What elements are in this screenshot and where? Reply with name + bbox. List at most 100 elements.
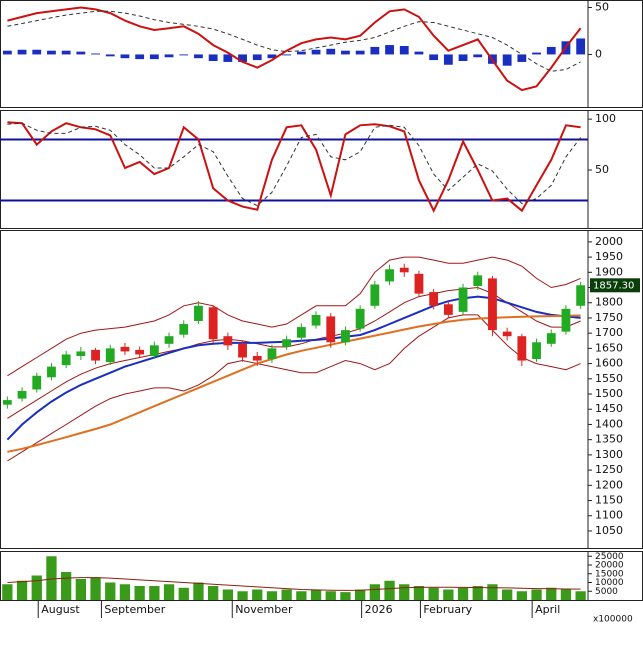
histogram-bar [120,54,130,59]
volume-bar [237,591,248,600]
volume-bar [457,587,469,600]
histogram-bar [2,50,12,55]
candle-body [61,354,71,366]
volume-bar [355,589,366,600]
series-line [7,577,581,591]
y-tick-label: 1650 [595,341,623,354]
volume-bar [2,584,13,600]
histogram-bar [282,54,292,56]
volume-bar [531,589,542,600]
volume-bar [281,589,292,600]
candle-body [267,348,277,360]
y-tick-label: 0 [595,47,602,60]
x-tick-label: 2026 [365,603,393,616]
candle-body [414,273,424,294]
candle-body [76,351,86,356]
volume-bar [296,591,307,600]
x-tick-label: February [423,603,472,616]
histogram-bar [149,54,159,60]
candle-body [561,308,571,332]
y-tick-label: 1050 [595,524,623,537]
candle-body [120,346,130,352]
candle-body [399,267,409,273]
histogram-bar [223,54,233,62]
x-tick-label: November [235,603,293,616]
histogram-bar [443,54,453,65]
candle-body [179,324,189,335]
series-line [7,286,581,419]
candle-body [385,269,394,282]
histogram-bar [399,45,409,55]
volume-bar [384,580,395,600]
volume-bar [119,584,131,600]
y-tick-label: 1450 [595,402,623,415]
candle-body [355,308,365,329]
x-tick-label: August [41,603,80,616]
y-tick-label: 2000 [595,235,623,248]
candle-body [282,339,292,347]
series-line [7,10,581,72]
y-tick-label: 10000 [595,578,624,588]
candle-body [135,349,145,355]
candle-body [91,349,100,361]
histogram-bar [385,45,394,55]
candle-body [2,400,12,405]
histogram-bar [458,54,468,62]
volume-bar [149,586,160,600]
series-line [7,6,582,92]
histogram-bar [296,51,306,55]
candle-body [502,331,512,337]
candle-body [252,355,262,361]
y-tick-label: 1800 [595,296,623,309]
histogram-bar [47,50,56,55]
histogram-bar [238,54,247,62]
histogram-bar [355,50,365,55]
volume-bar [193,582,204,600]
histogram-bar [164,54,174,58]
panel-frame [0,230,643,549]
histogram-bar [370,46,380,55]
candle-body [17,390,27,399]
histogram-bar [32,49,42,55]
candle-body [532,342,541,360]
candle-body [208,307,218,340]
volume-bar [413,586,425,600]
series-line [7,121,581,214]
histogram-bar [341,50,350,55]
volume-bar [90,577,101,600]
volume-bar [428,587,439,600]
histogram-bar [576,38,586,55]
volume-bar [31,575,42,600]
candle-body [488,278,497,331]
volume-bar [399,584,410,600]
x-tick-label: April [535,603,560,616]
volume-bar [443,589,454,600]
histogram-bar [267,54,277,59]
histogram-bar [17,49,27,55]
volume-bar [502,589,513,600]
volume-bar [163,584,175,600]
candle-body [47,366,56,378]
candle-body [326,316,336,343]
y-tick-label: 20000 [595,561,624,571]
volume-bar [575,591,586,600]
price-tag: 1857.30 [593,280,634,291]
series-line [7,314,581,462]
candle-body [194,305,203,321]
histogram-bar [105,54,115,57]
histogram-bar [502,54,512,66]
x-tick-label: September [104,603,165,616]
y-tick-label: 1200 [595,478,623,491]
candle-body [32,375,42,390]
volume-bar [369,584,380,600]
y-tick-label: 50 [595,1,609,14]
y-tick-label: 15000 [595,569,624,579]
y-tick-label: 5000 [595,587,618,597]
histogram-bar [179,54,189,56]
volume-bar [546,587,557,600]
y-tick-label: 1900 [595,265,623,278]
histogram-bar [252,54,262,61]
volume-bar [487,584,498,600]
volume-bar [61,572,72,600]
